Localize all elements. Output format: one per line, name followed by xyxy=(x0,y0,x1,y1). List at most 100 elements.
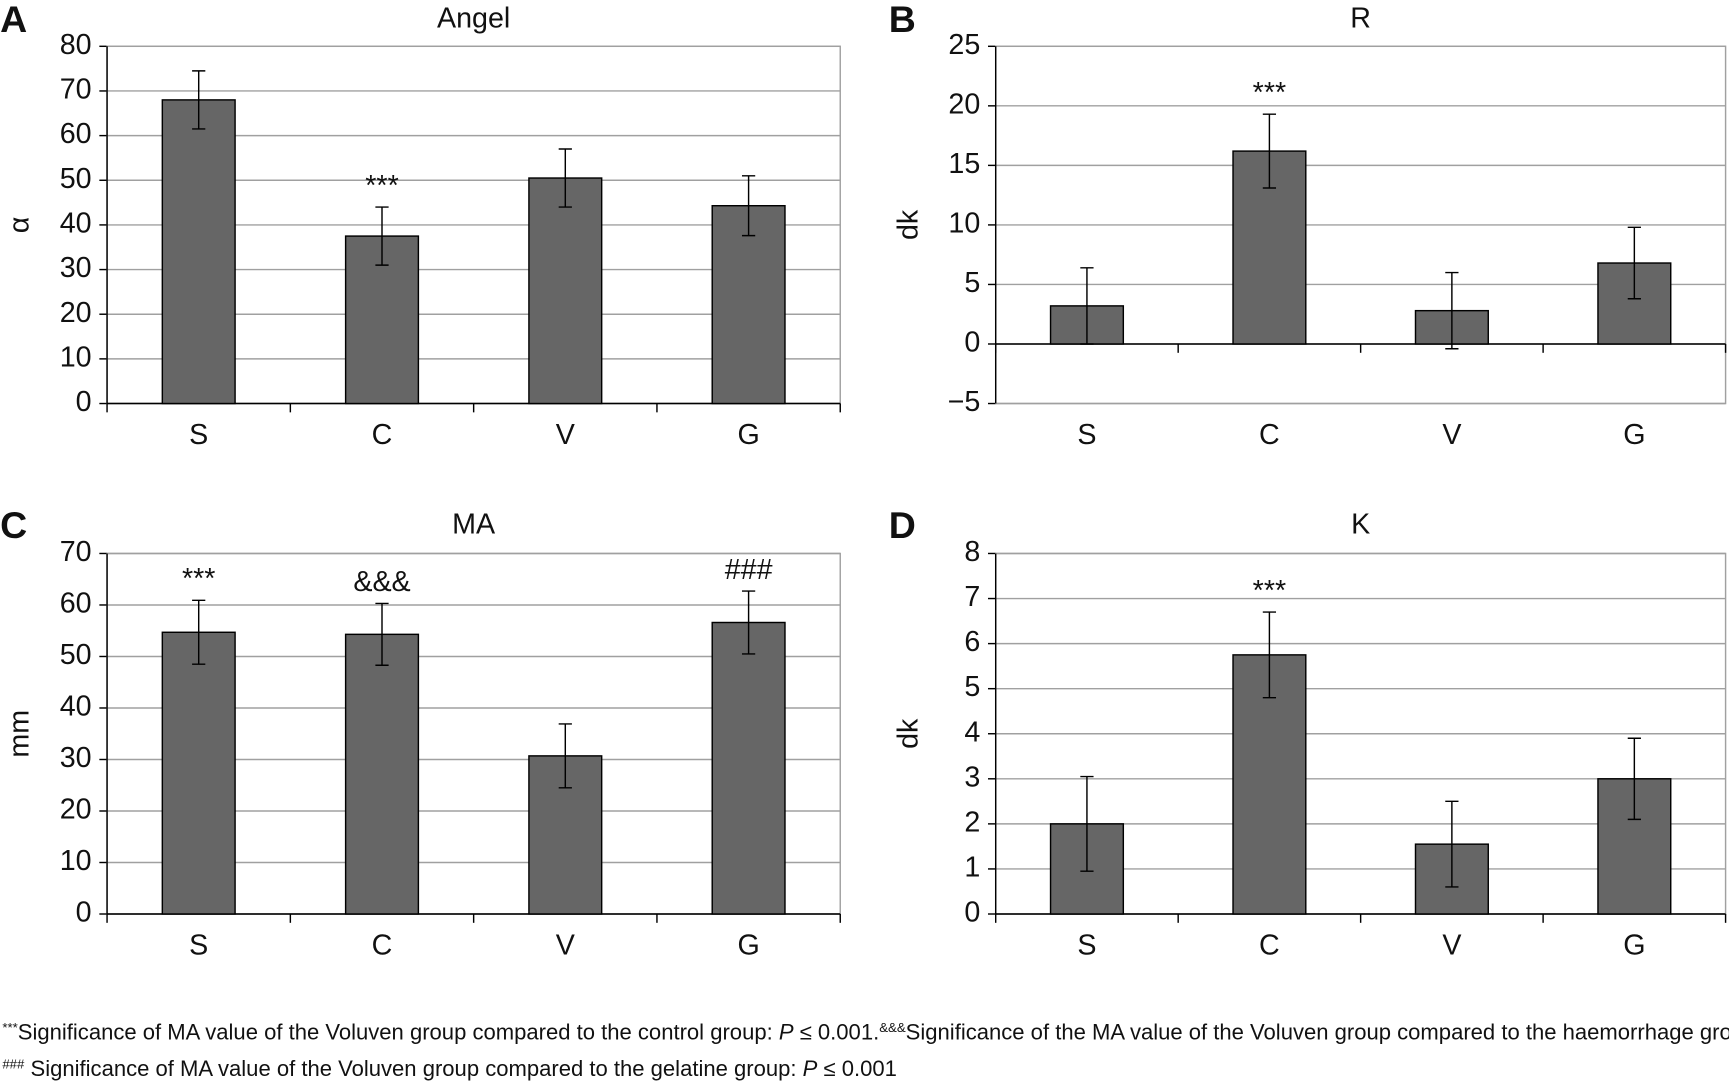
y-axis-label: dk xyxy=(892,718,924,749)
x-tick-label: G xyxy=(1623,930,1645,962)
error-bar xyxy=(1262,611,1277,699)
x-tick-label: S xyxy=(189,930,208,962)
y-tick-label: 3 xyxy=(964,761,980,793)
significance-label: *** xyxy=(1253,575,1286,607)
bar xyxy=(528,177,603,405)
footnote-text: Significance of MA value of the Voluven … xyxy=(24,1056,802,1081)
y-tick-label: 10 xyxy=(60,845,92,877)
footnote-text: Significance of MA value of the Voluven … xyxy=(18,1020,779,1045)
y-tick-label: 0 xyxy=(76,897,92,929)
y-tick-label: 8 xyxy=(964,536,980,568)
x-tick-label: S xyxy=(1077,419,1096,451)
x-tick-label: V xyxy=(556,930,575,962)
y-tick-label: 20 xyxy=(948,88,980,120)
error-bar xyxy=(558,723,572,789)
y-tick-label: 50 xyxy=(60,639,92,671)
y-axis-label: α xyxy=(4,217,36,234)
significance-label: *** xyxy=(1253,77,1286,109)
y-tick-label: 70 xyxy=(60,74,92,106)
error-bar xyxy=(375,602,389,666)
error-bar xyxy=(1627,737,1641,821)
y-tick-label: 60 xyxy=(60,588,92,620)
error-bar xyxy=(192,599,206,665)
footnote-p: P xyxy=(803,1056,818,1081)
x-tick-label: C xyxy=(1259,419,1280,451)
chart-title: R xyxy=(1350,2,1371,34)
y-axis-label: mm xyxy=(4,710,36,758)
error-bar xyxy=(375,206,389,266)
y-tick-label: 60 xyxy=(60,118,92,150)
y-tick-label: 30 xyxy=(60,252,92,284)
y-tick-label: 10 xyxy=(948,207,980,239)
y-tick-label: −5 xyxy=(948,386,981,418)
y-tick-label: 25 xyxy=(948,29,980,61)
y-tick-label: 50 xyxy=(60,163,92,195)
significance-label: *** xyxy=(365,170,398,202)
footnote-mark: *** xyxy=(2,1020,17,1035)
footnote-rest: ≤ 0.001. xyxy=(794,1020,880,1045)
x-tick-label: V xyxy=(556,419,575,451)
y-tick-label: 7 xyxy=(964,581,980,613)
bar xyxy=(1597,778,1672,915)
footnote: ### Significance of MA value of the Volu… xyxy=(2,1056,897,1081)
chart-title: Angel xyxy=(437,2,510,34)
error-bar xyxy=(1445,271,1459,350)
error-bar xyxy=(1627,226,1641,300)
y-tick-label: 0 xyxy=(964,897,980,929)
y-tick-label: 0 xyxy=(76,386,92,418)
x-tick-label: C xyxy=(372,419,393,451)
footnote-mark: ### xyxy=(2,1056,25,1071)
footnote: ***Significance of MA value of the Voluv… xyxy=(2,1020,1729,1045)
x-tick-label: S xyxy=(189,419,208,451)
chart-title: MA xyxy=(452,508,496,540)
y-tick-label: 20 xyxy=(60,794,92,826)
y-tick-label: 2 xyxy=(964,806,980,838)
y-tick-label: 15 xyxy=(948,148,980,180)
bar xyxy=(344,633,420,915)
significance-label: *** xyxy=(182,563,215,595)
y-tick-label: 80 xyxy=(60,29,92,61)
y-tick-label: 40 xyxy=(60,691,92,723)
error-bar xyxy=(192,70,206,130)
y-tick-label: 1 xyxy=(964,852,980,884)
footnote-text: Significance of the MA value of the Volu… xyxy=(906,1020,1729,1045)
y-tick-label: 30 xyxy=(60,742,92,774)
error-bar xyxy=(741,590,756,655)
bar xyxy=(711,621,786,915)
significance-label: ### xyxy=(725,554,773,586)
error-bar xyxy=(1080,775,1094,872)
y-tick-label: 20 xyxy=(60,297,92,329)
y-axis-label: dk xyxy=(892,209,924,240)
footnote-p: P xyxy=(779,1020,794,1045)
x-tick-label: C xyxy=(372,930,393,962)
panel-letter: C xyxy=(0,504,27,546)
significance-label: &&& xyxy=(353,566,410,598)
x-tick-label: G xyxy=(737,419,759,451)
y-tick-label: 5 xyxy=(964,671,980,703)
error-bar xyxy=(741,175,756,237)
panel-letter: A xyxy=(0,0,27,40)
y-tick-label: 4 xyxy=(964,716,980,748)
x-tick-label: C xyxy=(1259,930,1280,962)
bar xyxy=(161,631,236,915)
x-tick-label: V xyxy=(1442,419,1461,451)
x-tick-label: V xyxy=(1442,930,1461,962)
x-tick-label: G xyxy=(737,930,759,962)
x-tick-label: G xyxy=(1623,419,1645,451)
error-bar xyxy=(1080,267,1094,345)
y-tick-label: 70 xyxy=(60,536,92,568)
bar xyxy=(1597,262,1672,345)
panel-letter: D xyxy=(889,504,916,546)
error-bar xyxy=(558,148,572,208)
bar xyxy=(161,99,236,405)
error-bar xyxy=(1262,113,1277,189)
bar xyxy=(711,205,786,405)
y-tick-label: 6 xyxy=(964,626,980,658)
y-tick-label: 10 xyxy=(60,341,92,373)
x-tick-label: S xyxy=(1077,930,1096,962)
footnote-rest: ≤ 0.001 xyxy=(817,1056,897,1081)
y-tick-label: 40 xyxy=(60,207,92,239)
panel-letter: B xyxy=(889,0,916,40)
y-tick-label: 5 xyxy=(964,267,980,299)
